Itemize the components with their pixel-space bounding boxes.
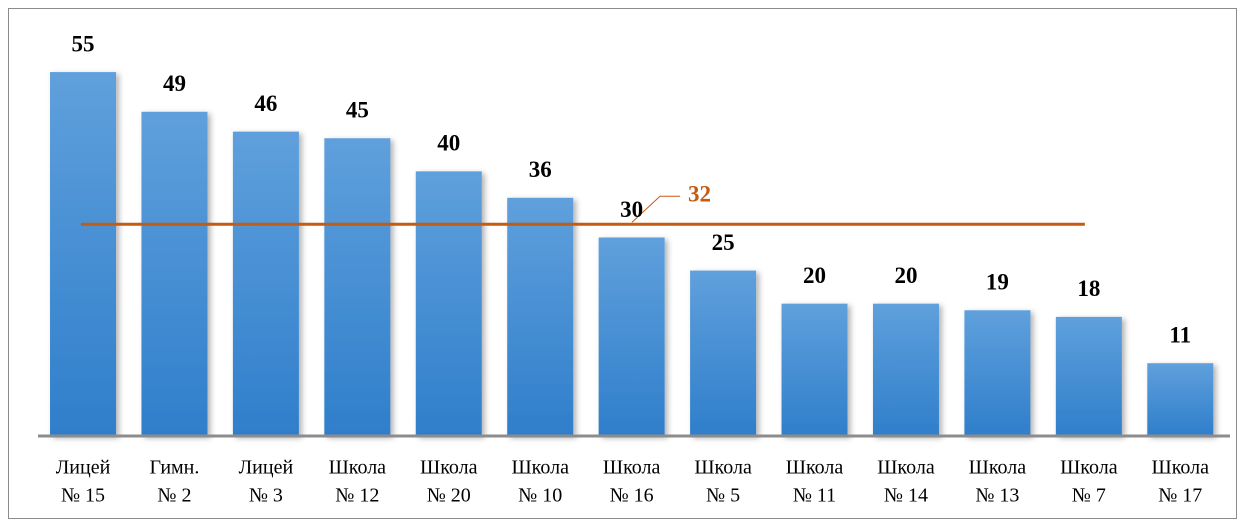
- x-tick-label: Гимн.: [150, 457, 200, 479]
- bar: [232, 131, 299, 436]
- x-tick-label: № 15: [61, 485, 105, 507]
- average-label: 32: [688, 182, 711, 207]
- x-tick-label: Школа: [694, 457, 752, 479]
- bar: [415, 171, 482, 437]
- x-tick-label: № 5: [706, 485, 740, 507]
- x-tick-label: Школа: [329, 457, 387, 479]
- x-tick-label: № 2: [157, 485, 191, 507]
- value-label: 40: [437, 131, 460, 156]
- x-tick-label: Школа: [786, 457, 844, 479]
- value-label: 20: [894, 263, 917, 288]
- value-label: 20: [803, 263, 826, 288]
- x-tick-label: № 10: [518, 485, 562, 507]
- x-tick-label: Школа: [603, 457, 661, 479]
- x-tick-label: № 3: [249, 485, 283, 507]
- x-tick-label: № 14: [884, 485, 928, 507]
- x-tick-label: Школа: [877, 457, 935, 479]
- x-tick-label: № 16: [610, 485, 654, 507]
- x-tick-label: Школа: [969, 457, 1027, 479]
- x-tick-label: № 17: [1158, 485, 1202, 507]
- bar: [1147, 363, 1214, 436]
- x-tick-label: Школа: [1060, 457, 1118, 479]
- bar: [50, 72, 117, 436]
- bar: [324, 138, 391, 436]
- value-label: 46: [254, 91, 277, 116]
- bar: [141, 111, 208, 437]
- x-tick-label: Лицей: [56, 457, 111, 479]
- value-label: 36: [529, 157, 552, 182]
- x-tick-label: № 7: [1072, 485, 1106, 507]
- x-tick-label: № 13: [975, 485, 1019, 507]
- x-tick-label: Лицей: [239, 457, 294, 479]
- bar: [964, 310, 1031, 436]
- bar: [507, 197, 574, 436]
- x-tick-label: Школа: [511, 457, 569, 479]
- x-tick-label: Школа: [420, 457, 478, 479]
- value-label: 18: [1077, 276, 1100, 301]
- value-label: 19: [986, 270, 1009, 295]
- bar: [1055, 316, 1122, 436]
- average-leader: [631, 195, 680, 223]
- bar: [598, 237, 665, 436]
- value-label: 30: [620, 197, 643, 222]
- x-tick-label: № 12: [335, 485, 379, 507]
- bar: [872, 303, 939, 436]
- bar: [690, 270, 757, 436]
- value-label: 25: [712, 230, 735, 255]
- x-tick-label: Школа: [1152, 457, 1210, 479]
- value-label: 45: [346, 98, 369, 123]
- x-tick-label: № 11: [793, 485, 836, 507]
- value-label: 11: [1169, 322, 1191, 347]
- bar: [781, 303, 848, 436]
- value-label: 55: [72, 31, 95, 56]
- value-label: 49: [163, 71, 186, 96]
- x-tick-label: № 20: [427, 485, 471, 507]
